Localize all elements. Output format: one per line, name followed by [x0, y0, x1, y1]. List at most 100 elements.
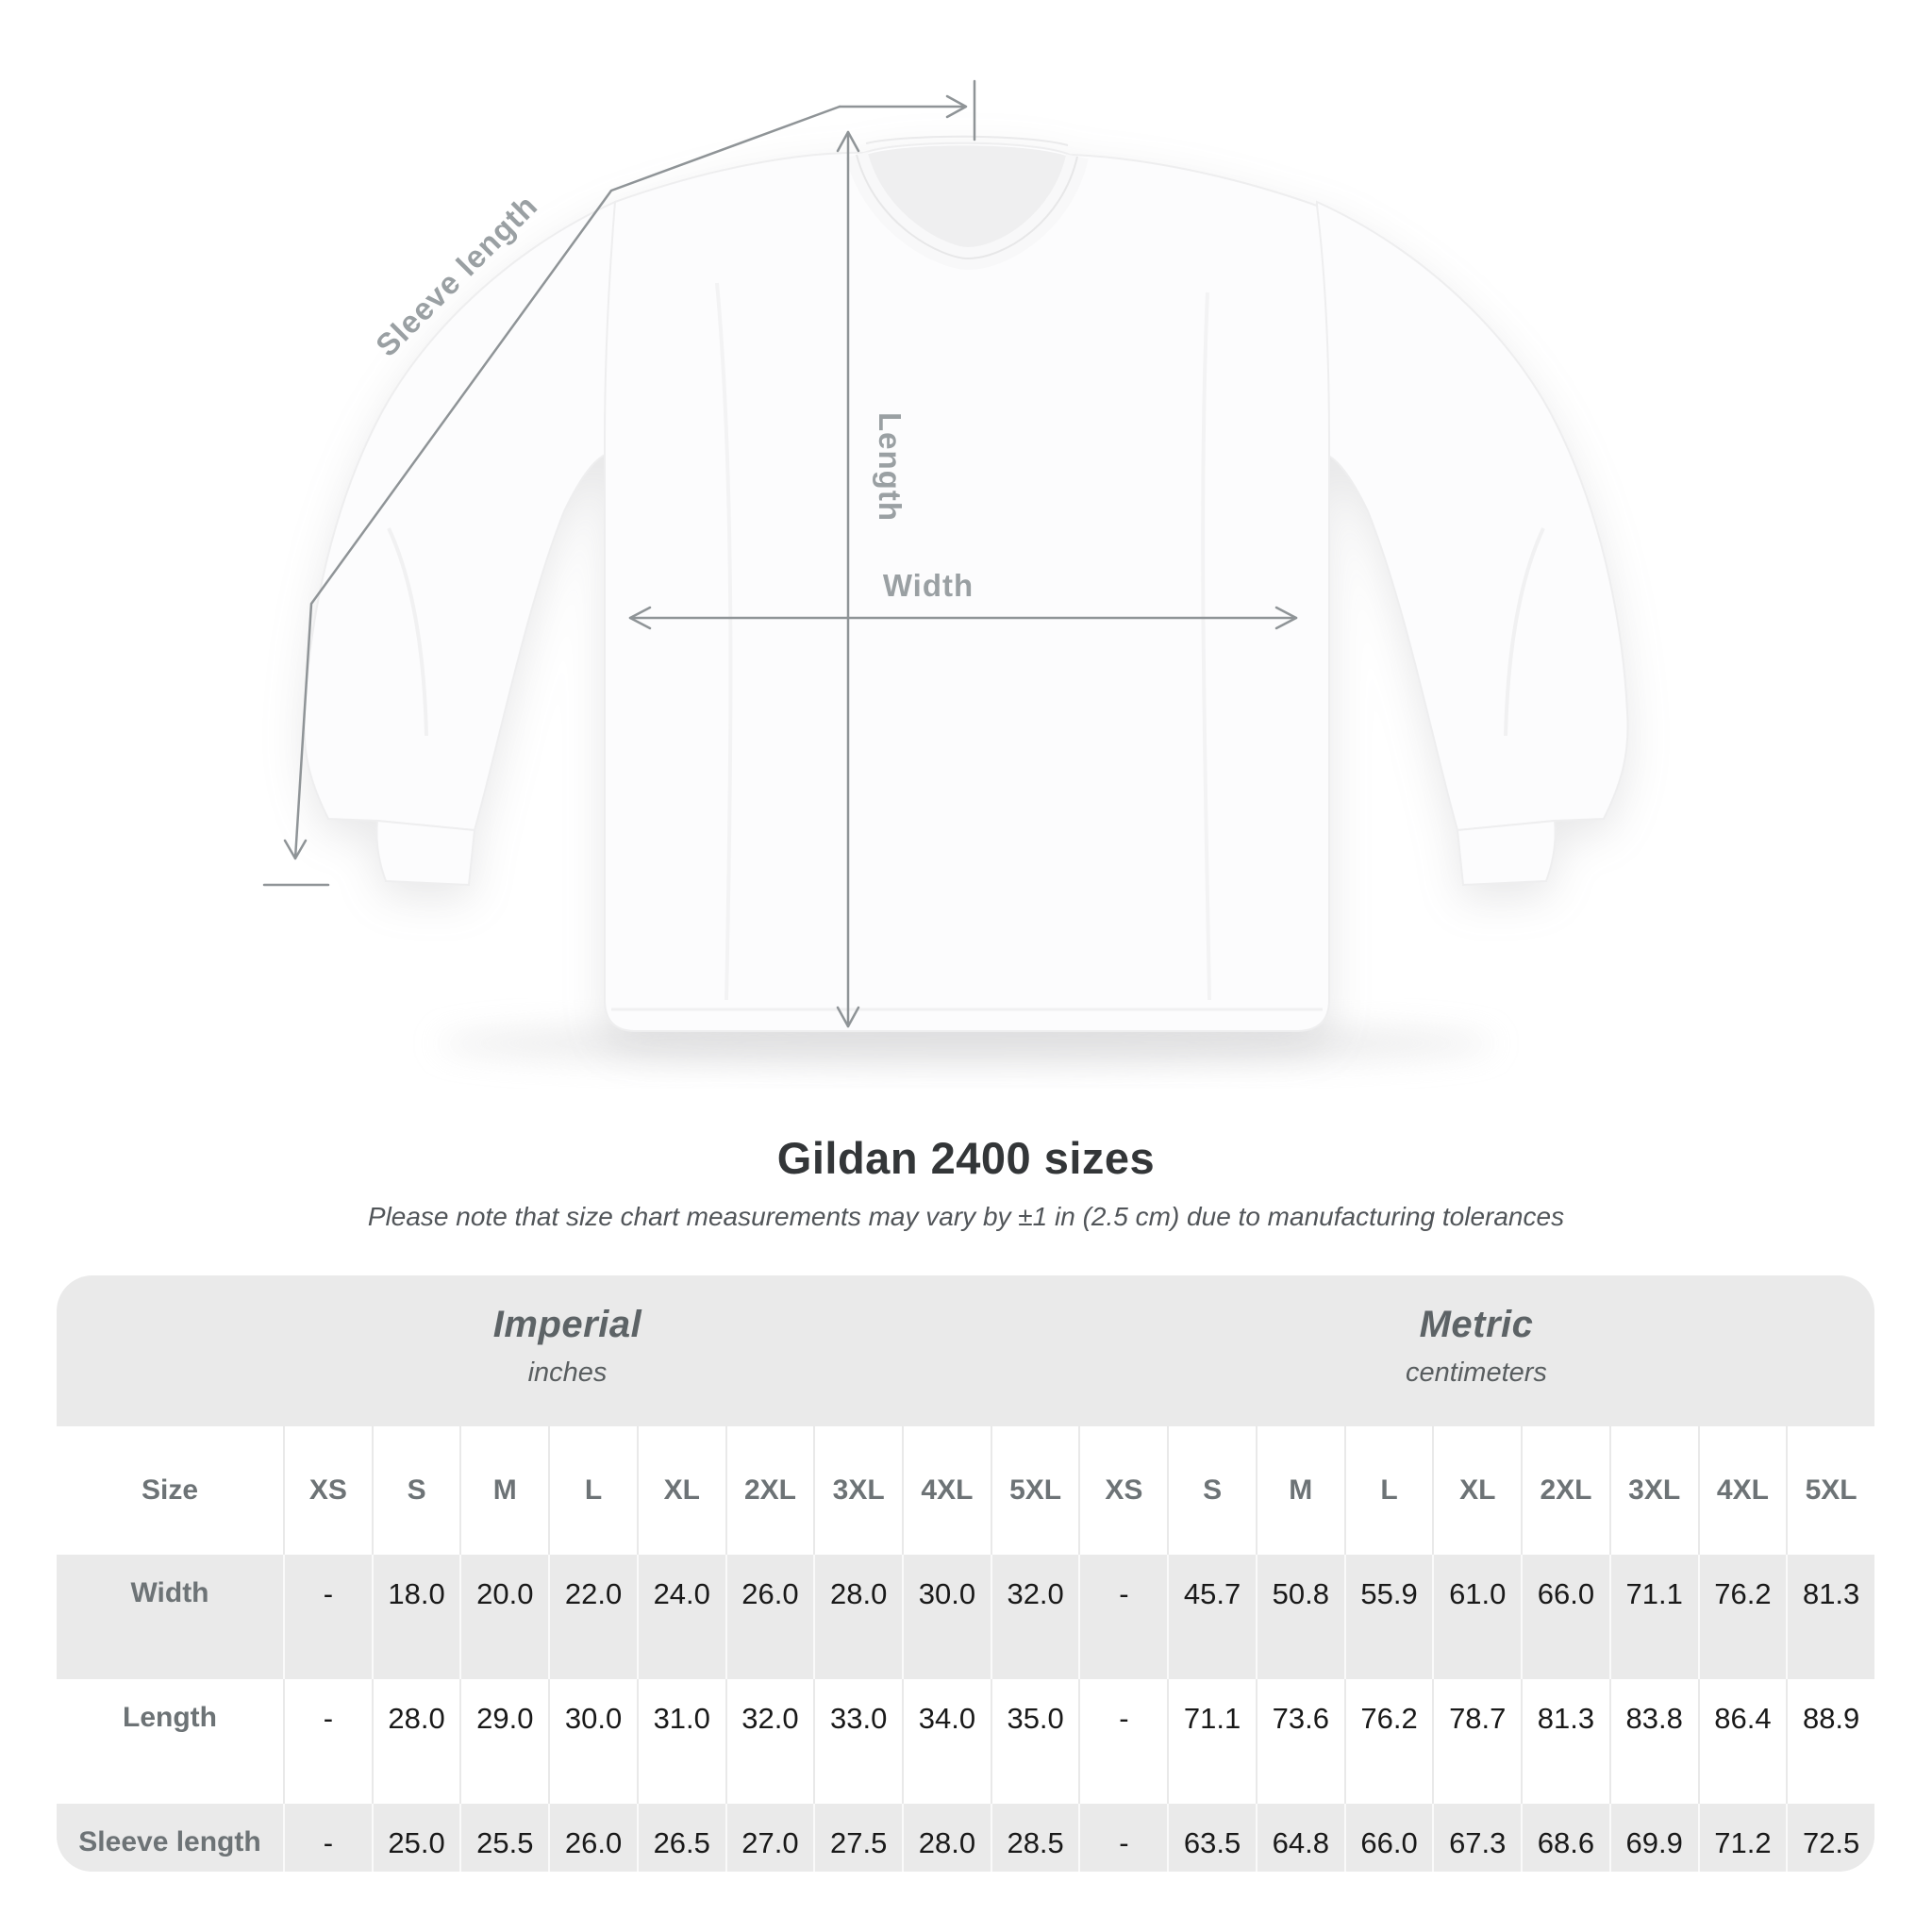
table-cell: 28.0 [813, 1555, 902, 1679]
size-column-header: L [1343, 1426, 1433, 1555]
size-column-header: 4XL [902, 1426, 991, 1555]
table-cell: 78.7 [1432, 1679, 1521, 1804]
table-row-sleeve-length: Sleeve length -25.0 25.5 26.0 26.5 27.0 27.5 2… [57, 1804, 1874, 1872]
imperial-unit-label: inches [527, 1357, 608, 1388]
imperial-group-header: Imperial inches [57, 1275, 1078, 1426]
size-column-header: XS [1078, 1426, 1167, 1555]
table-cell: - [1078, 1804, 1167, 1872]
metric-label: Metric [1419, 1304, 1534, 1345]
table-cell: 64.8 [1255, 1804, 1344, 1872]
size-column-header: M [459, 1426, 548, 1555]
table-cell: 66.0 [1343, 1804, 1433, 1872]
metric-group-header: Metric centimeters [1078, 1275, 1874, 1426]
shirt-measurement-diagram: Sleeve length Length Width [262, 79, 1629, 1066]
size-column-header: XL [1432, 1426, 1521, 1555]
table-cell: - [283, 1555, 372, 1679]
table-cell: 28.0 [902, 1804, 991, 1872]
table-cell: 27.5 [813, 1804, 902, 1872]
shirt-right-cuff [1456, 819, 1557, 887]
shirt-illustration [303, 135, 1629, 1032]
shirt-collar [845, 135, 1089, 271]
table-cell: 35.0 [990, 1679, 1079, 1804]
size-column-header: L [548, 1426, 637, 1555]
size-column-header: 2XL [1521, 1426, 1609, 1555]
table-cell: 30.0 [902, 1555, 991, 1679]
table-row-width: Width -18.0 20.0 22.0 24.0 26.0 28.0 30.0 32.0-… [57, 1555, 1874, 1679]
row-label: Length [123, 1702, 217, 1733]
table-cell: 66.0 [1521, 1555, 1609, 1679]
size-column-header: 4XL [1697, 1426, 1787, 1555]
size-header-row: Size XS S M L XL 2XL 3XL 4XL 5XL XS S M L XL 2XL 3XL 4XL… [57, 1426, 1874, 1555]
table-cell: 71.1 [1167, 1679, 1256, 1804]
length-label: Length [873, 412, 908, 522]
table-cell: 71.1 [1608, 1555, 1698, 1679]
table-cell: 83.8 [1608, 1679, 1698, 1804]
size-column-header: S [1167, 1426, 1256, 1555]
table-cell: 81.3 [1786, 1555, 1874, 1679]
table-cell: 34.0 [902, 1679, 991, 1804]
page-title: Gildan 2400 sizes [776, 1133, 1156, 1183]
table-cell: 86.4 [1697, 1679, 1787, 1804]
table-cell: 45.7 [1167, 1555, 1256, 1679]
shirt-left-sleeve [303, 200, 621, 887]
size-column-header: XL [636, 1426, 725, 1555]
metric-unit-label: centimeters [1406, 1357, 1547, 1388]
table-cell: 32.0 [724, 1679, 814, 1804]
table-cell: 28.5 [990, 1804, 1079, 1872]
table-cell: 73.6 [1255, 1679, 1344, 1804]
size-column-header: 3XL [813, 1426, 902, 1555]
table-cell: 31.0 [636, 1679, 725, 1804]
width-measure-line [628, 606, 1298, 630]
length-measure-line [836, 130, 860, 1028]
size-column-header: 5XL [990, 1426, 1079, 1555]
table-cell: 76.2 [1697, 1555, 1787, 1679]
table-cell: 18.0 [371, 1555, 460, 1679]
table-cell: - [283, 1679, 372, 1804]
size-column-header: 3XL [1608, 1426, 1698, 1555]
table-cell: 72.5 [1786, 1804, 1874, 1872]
table-row-length: Length -28.0 29.0 30.0 31.0 32.0 33.0 34.0 35.0… [57, 1679, 1874, 1804]
shirt-left-cuff [375, 819, 476, 887]
row-label: Sleeve length [78, 1826, 261, 1857]
table-cell: 26.5 [636, 1804, 725, 1872]
imperial-label: Imperial [492, 1304, 642, 1345]
table-cell: 68.6 [1521, 1804, 1609, 1872]
size-column-header: 2XL [724, 1426, 814, 1555]
table-cell: 71.2 [1697, 1804, 1787, 1872]
table-cell: 63.5 [1167, 1804, 1256, 1872]
table-cell: - [1078, 1679, 1167, 1804]
size-column-header: 5XL [1786, 1426, 1874, 1555]
table-cell: 30.0 [548, 1679, 637, 1804]
table-cell: 25.0 [371, 1804, 460, 1872]
table-cell: 81.3 [1521, 1679, 1609, 1804]
table-cell: 22.0 [548, 1555, 637, 1679]
table-cell: 76.2 [1343, 1679, 1433, 1804]
size-table: Imperial inches Metric centimeters Size … [57, 1275, 1874, 1872]
table-cell: 26.0 [548, 1804, 637, 1872]
shirt-right-sleeve [1311, 200, 1629, 887]
table-cell: - [1078, 1555, 1167, 1679]
table-cell: - [283, 1804, 372, 1872]
table-cell: 32.0 [990, 1555, 1079, 1679]
width-label: Width [883, 568, 974, 603]
size-column-header: XS [283, 1426, 372, 1555]
table-cell: 25.5 [459, 1804, 548, 1872]
table-cell: 29.0 [459, 1679, 548, 1804]
size-column-header: S [371, 1426, 460, 1555]
table-cell: 50.8 [1255, 1555, 1344, 1679]
table-cell: 61.0 [1432, 1555, 1521, 1679]
table-cell: 27.0 [724, 1804, 814, 1872]
tolerance-note: Please note that size chart measurements… [367, 1202, 1565, 1231]
table-cell: 69.9 [1608, 1804, 1698, 1872]
table-cell: 55.9 [1343, 1555, 1433, 1679]
table-cell: 33.0 [813, 1679, 902, 1804]
sleeve-length-measure-line [262, 79, 976, 887]
table-cell: 88.9 [1786, 1679, 1874, 1804]
row-label: Width [130, 1577, 209, 1608]
size-column-header: M [1255, 1426, 1344, 1555]
table-cell: 24.0 [636, 1555, 725, 1679]
table-cell: 20.0 [459, 1555, 548, 1679]
unit-header-row: Imperial inches Metric centimeters [57, 1275, 1874, 1426]
table-cell: 67.3 [1432, 1804, 1521, 1872]
